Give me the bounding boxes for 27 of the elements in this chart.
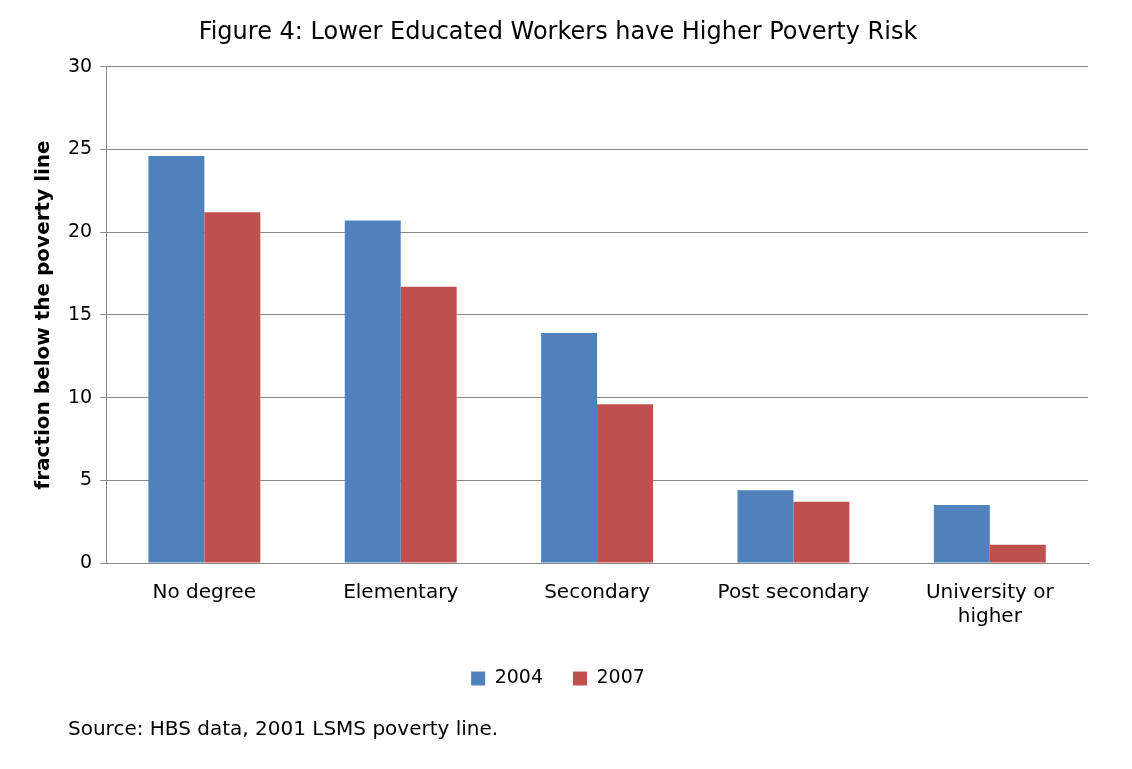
- y-tick-label: 25: [67, 136, 93, 159]
- y-tick-label: 30: [67, 53, 93, 76]
- chart-title: Figure 4: Lower Educated Workers have Higher Poverty Risk: [198, 16, 918, 45]
- bar: [737, 490, 794, 563]
- legend-label: 2004: [494, 665, 544, 688]
- y-tick-label: 0: [80, 549, 93, 572]
- bar: [344, 220, 401, 563]
- x-tick-label: Secondary: [544, 579, 651, 604]
- source-note: Source: HBS data, 2001 LSMS poverty line.: [68, 716, 500, 740]
- y-tick-label: 20: [67, 219, 93, 242]
- bar: [400, 286, 457, 563]
- bar: [933, 505, 990, 563]
- x-tick-label: Post secondary: [717, 579, 870, 604]
- bar: [597, 404, 654, 563]
- x-tick-label: No degree: [152, 579, 257, 604]
- x-tick-label: Elementary: [343, 579, 459, 604]
- bar: [204, 212, 261, 563]
- bar: [148, 156, 205, 563]
- bar: [989, 544, 1046, 563]
- bar: [541, 333, 598, 563]
- bar: [793, 501, 850, 563]
- y-tick-label: 10: [67, 384, 93, 407]
- y-axis-title: fraction below the poverty line: [30, 140, 55, 490]
- y-tick-label: 5: [80, 467, 93, 490]
- legend-label: 2007: [596, 665, 645, 688]
- y-tick-label: 15: [67, 301, 93, 324]
- x-tick-label: University or higher: [925, 579, 1055, 628]
